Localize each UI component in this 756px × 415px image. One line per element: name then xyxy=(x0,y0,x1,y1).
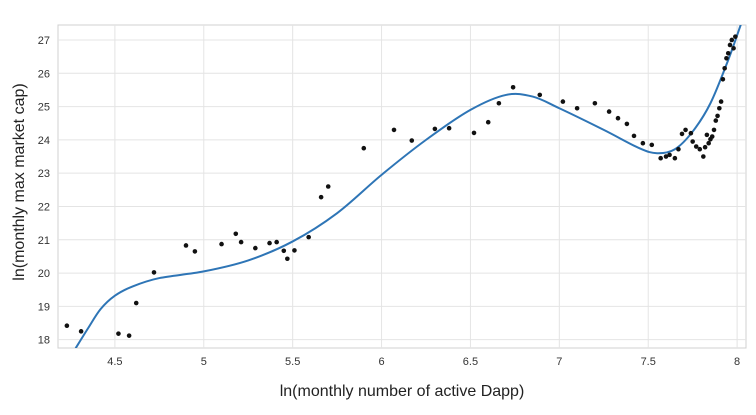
x-axis-title: ln(monthly number of active Dapp) xyxy=(280,383,525,400)
y-tick-label: 26 xyxy=(38,68,50,80)
scatter-point xyxy=(537,92,543,98)
y-tick-label: 20 xyxy=(38,268,50,280)
y-tick-label: 22 xyxy=(38,201,50,213)
y-tick-label: 23 xyxy=(38,168,50,180)
y-tick-label: 18 xyxy=(38,335,50,347)
scatter-point xyxy=(306,234,311,240)
scatter-point xyxy=(704,132,710,138)
scatter-point xyxy=(446,125,452,131)
x-tick-label: 8 xyxy=(734,356,740,368)
y-tick-label: 25 xyxy=(38,102,50,114)
scatter-point xyxy=(64,323,70,328)
scatter-points xyxy=(64,34,738,338)
scatter-point xyxy=(676,146,681,152)
scatter-point xyxy=(709,134,715,139)
scatter-point xyxy=(729,37,735,43)
y-axis-title: ln(monthly max market cap) xyxy=(11,83,28,280)
scatter-point xyxy=(706,140,711,146)
scatter-point xyxy=(432,126,438,132)
scatter-point xyxy=(697,146,703,152)
scatter-point xyxy=(672,155,678,161)
scatter-point xyxy=(663,154,669,159)
x-tick-label: 7 xyxy=(556,356,562,368)
scatter-point xyxy=(731,46,736,51)
plot-frame xyxy=(57,24,747,349)
scatter-point xyxy=(496,100,502,106)
scatter-point xyxy=(219,241,224,247)
y-tick-label: 21 xyxy=(38,235,50,247)
x-tick-label: 6 xyxy=(378,356,384,368)
scatter-point xyxy=(267,240,272,246)
scatter-point xyxy=(238,239,244,245)
x-tick-label: 4.5 xyxy=(107,356,122,368)
scatter-point xyxy=(606,109,612,114)
scatter-point xyxy=(683,127,688,133)
scatter-point xyxy=(151,270,157,275)
y-tick-label: 19 xyxy=(38,301,50,313)
scatter-point xyxy=(733,34,738,39)
scatter-point xyxy=(667,152,672,158)
scatter-point xyxy=(722,65,727,71)
scatter-point xyxy=(688,130,694,136)
x-tick-label: 5.5 xyxy=(285,356,300,368)
scatter-point xyxy=(592,100,598,106)
scatter-point xyxy=(715,113,720,119)
scatter-point xyxy=(615,115,621,121)
scatter-point xyxy=(361,145,367,151)
scatter-point xyxy=(702,144,708,150)
scatter-point xyxy=(285,256,290,262)
x-tick-label: 7.5 xyxy=(641,356,656,368)
scatter-point xyxy=(409,138,415,143)
scatter-point xyxy=(713,118,719,123)
scatter-point xyxy=(727,42,733,48)
scatter-point xyxy=(658,155,663,161)
grid xyxy=(58,25,746,348)
scatter-point xyxy=(116,331,121,336)
scatter-point xyxy=(274,239,279,245)
y-tick-label: 27 xyxy=(38,35,50,47)
scatter-point xyxy=(679,131,685,137)
scatter-point xyxy=(640,140,646,146)
scatter-point xyxy=(724,55,729,61)
scatter-point xyxy=(471,130,477,136)
scatter-point xyxy=(560,99,566,104)
tick-labels: 4.5 5 5.5 6 6.5 7 7.5 8 18 19 20 21 22 23 24 25 26 27 xyxy=(38,35,740,368)
scatter-point xyxy=(690,139,695,144)
scatter-point xyxy=(649,142,655,148)
scatter-point xyxy=(233,231,239,237)
scatter-point xyxy=(391,127,397,133)
scatter-point xyxy=(510,84,516,90)
x-tick-label: 5 xyxy=(201,356,207,368)
plot-area xyxy=(57,24,747,349)
scatter-point xyxy=(693,144,699,149)
scatter-point xyxy=(126,333,132,338)
scatter-point xyxy=(725,51,731,56)
scatter-point xyxy=(631,133,637,139)
scatter-point xyxy=(253,245,258,251)
scatter-point xyxy=(717,105,722,111)
scatter-point xyxy=(711,127,717,133)
x-tick-label: 6.5 xyxy=(463,356,478,368)
scatter-point xyxy=(574,105,580,111)
scatter-point xyxy=(325,184,331,189)
scatter-point xyxy=(133,300,139,306)
scatter-point xyxy=(720,76,726,82)
scatter-point xyxy=(183,243,189,248)
scatter-point xyxy=(701,154,706,159)
scatter-point xyxy=(281,248,287,254)
y-tick-label: 24 xyxy=(38,135,50,147)
scatter-point xyxy=(624,121,630,127)
scatter-point xyxy=(718,99,724,104)
scatter-point xyxy=(318,194,324,200)
scatter-point xyxy=(292,248,297,253)
scatter-point xyxy=(485,119,491,125)
scatter-point xyxy=(192,249,198,254)
scatter-point xyxy=(78,329,84,334)
